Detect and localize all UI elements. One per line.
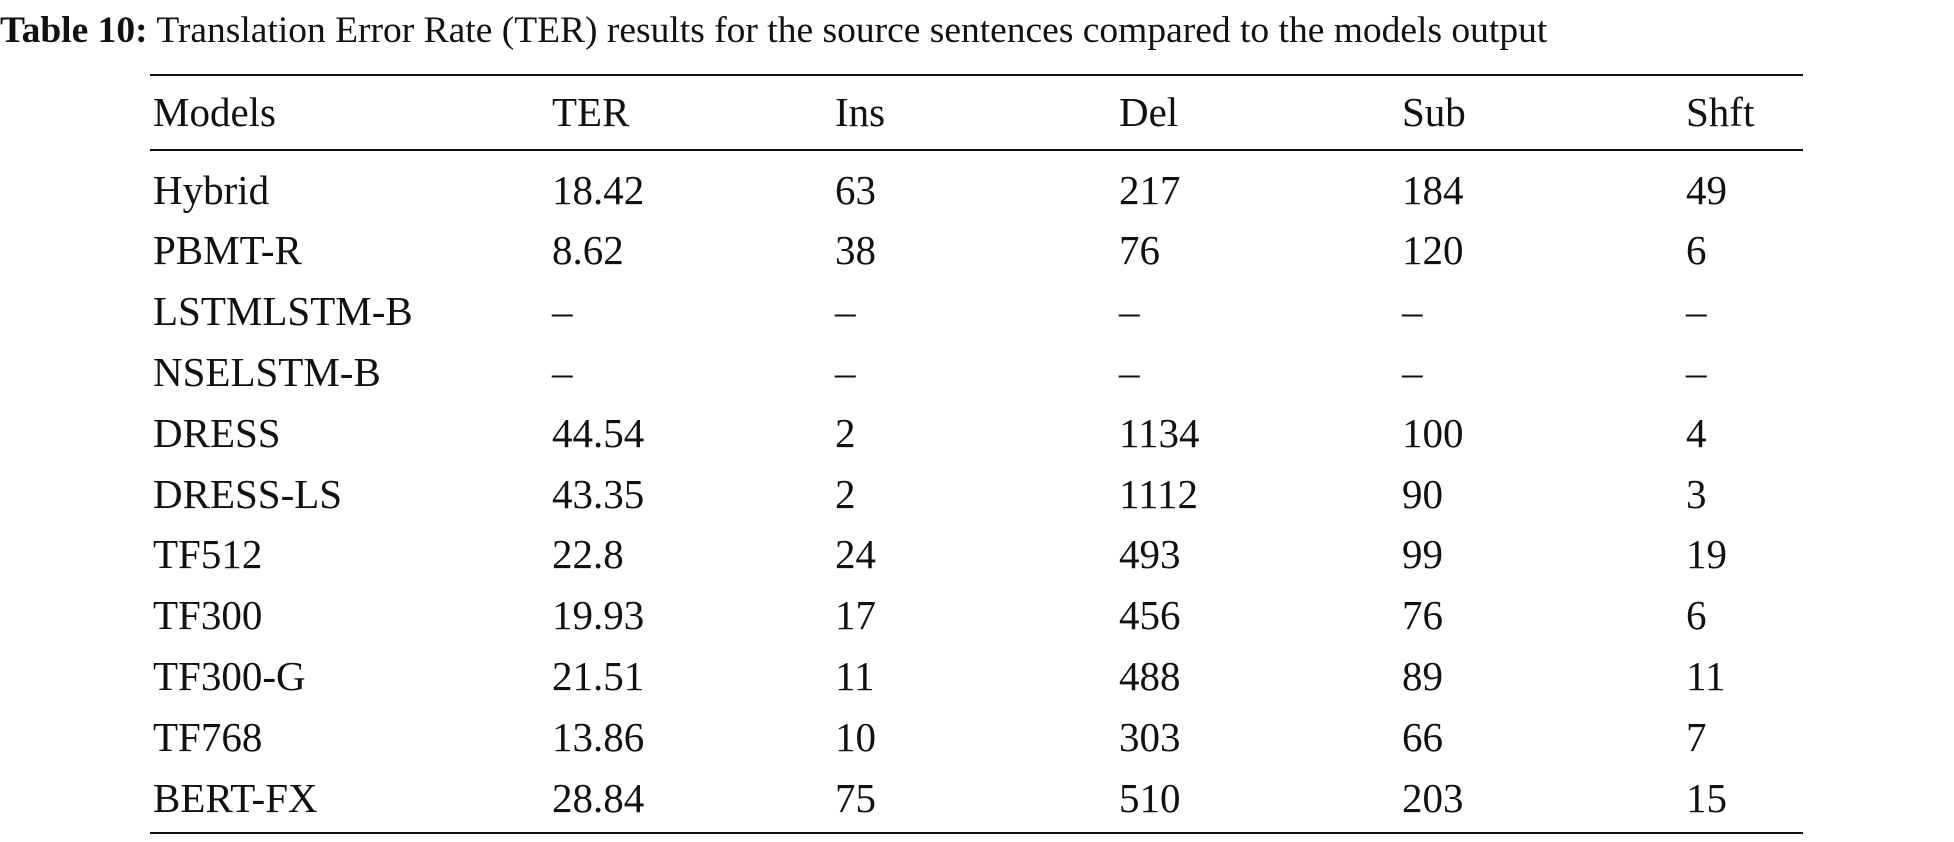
table-cell: – bbox=[835, 348, 856, 395]
bottom-rule bbox=[150, 832, 1803, 834]
table-cell: – bbox=[835, 288, 856, 335]
table-cell: 11 bbox=[835, 652, 875, 699]
table-cell: 2 bbox=[835, 470, 856, 517]
table-cell: 43.35 bbox=[552, 470, 645, 517]
header-cell: Ins bbox=[835, 89, 886, 135]
table-cell: 13.86 bbox=[552, 713, 645, 760]
table-cell: 203 bbox=[1402, 774, 1464, 821]
table-cell: 18.42 bbox=[552, 166, 645, 213]
table-cell: 28.84 bbox=[552, 774, 645, 821]
table-cell: 6 bbox=[1686, 592, 1707, 639]
table-cell: 22.8 bbox=[552, 531, 624, 578]
header-cell: Del bbox=[1119, 89, 1179, 135]
model-name: LSTMLSTM-B bbox=[153, 288, 413, 335]
table-cell: 4 bbox=[1686, 409, 1707, 456]
caption-label: Table 10: bbox=[0, 10, 148, 51]
table-cell: 11 bbox=[1686, 652, 1726, 699]
table-cell: 44.54 bbox=[552, 409, 645, 456]
header-cell: Shft bbox=[1686, 89, 1755, 135]
table-cell: – bbox=[1686, 348, 1707, 395]
table-cell: – bbox=[552, 348, 573, 395]
model-name: PBMT-R bbox=[153, 227, 302, 274]
table-cell: 19.93 bbox=[552, 592, 645, 639]
mid-rule bbox=[150, 149, 1803, 151]
table-cell: 184 bbox=[1402, 166, 1464, 213]
table-cell: 7 bbox=[1686, 713, 1707, 760]
caption-text: Translation Error Rate (TER) results for… bbox=[156, 10, 1548, 51]
top-rule bbox=[150, 74, 1803, 76]
table-cell: 100 bbox=[1402, 409, 1464, 456]
header-cell: TER bbox=[552, 89, 630, 135]
table-cell: 76 bbox=[1119, 227, 1160, 274]
table-cell: 63 bbox=[835, 166, 876, 213]
model-name: TF300 bbox=[153, 592, 263, 639]
header-cell: Sub bbox=[1402, 89, 1466, 135]
table-cell: – bbox=[1119, 348, 1140, 395]
table-cell: 17 bbox=[835, 592, 876, 639]
table-cell: – bbox=[1402, 348, 1423, 395]
table-cell: 99 bbox=[1402, 531, 1443, 578]
table-cell: 456 bbox=[1119, 592, 1181, 639]
table-cell: 75 bbox=[835, 774, 876, 821]
header-cell: Models bbox=[153, 89, 276, 135]
model-name: DRESS-LS bbox=[153, 470, 343, 517]
table-cell: 120 bbox=[1402, 227, 1464, 274]
table-cell: 1134 bbox=[1119, 409, 1200, 456]
table-cell: 303 bbox=[1119, 713, 1181, 760]
table-cell: 10 bbox=[835, 713, 876, 760]
model-name: TF768 bbox=[153, 713, 263, 760]
table-cell: 510 bbox=[1119, 774, 1181, 821]
table-cell: 24 bbox=[835, 531, 876, 578]
table-cell: 90 bbox=[1402, 470, 1443, 517]
table-cell: 488 bbox=[1119, 652, 1181, 699]
table-cell: 38 bbox=[835, 227, 876, 274]
model-name: BERT-FX bbox=[153, 774, 318, 821]
table-cell: 49 bbox=[1686, 166, 1727, 213]
table-cell: 493 bbox=[1119, 531, 1181, 578]
table-cell: 19 bbox=[1686, 531, 1727, 578]
model-name: NSELSTM-B bbox=[153, 348, 381, 395]
model-name: TF512 bbox=[153, 531, 263, 578]
model-name: Hybrid bbox=[153, 166, 270, 213]
table-cell: 21.51 bbox=[552, 652, 645, 699]
table-cell: 217 bbox=[1119, 166, 1181, 213]
table-cell: 8.62 bbox=[552, 227, 624, 274]
table-cell: 3 bbox=[1686, 470, 1707, 517]
table-cell: – bbox=[1119, 288, 1140, 335]
table-cell: 1112 bbox=[1119, 470, 1198, 517]
model-name: DRESS bbox=[153, 409, 281, 456]
caption: Table 10: Translation Error Rate (TER) r… bbox=[0, 6, 1954, 56]
table-cell: 2 bbox=[835, 409, 856, 456]
table-cell: – bbox=[1686, 288, 1707, 335]
table-cell: 15 bbox=[1686, 774, 1727, 821]
table-cell: 76 bbox=[1402, 592, 1443, 639]
model-name: TF300-G bbox=[153, 652, 306, 699]
table-cell: 6 bbox=[1686, 227, 1707, 274]
table-cell: 89 bbox=[1402, 652, 1443, 699]
table-cell: 66 bbox=[1402, 713, 1443, 760]
table-cell: – bbox=[1402, 288, 1423, 335]
table-cell: – bbox=[552, 288, 573, 335]
